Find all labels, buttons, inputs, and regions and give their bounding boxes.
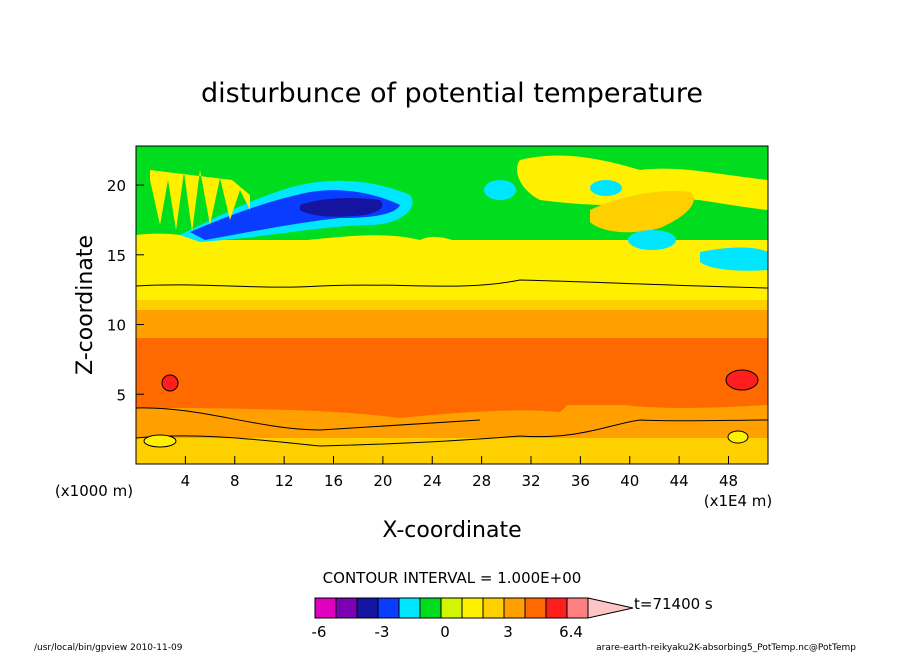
- colorbar-labels: -6 -3 0 3 6.4: [312, 623, 583, 641]
- colorbar-cell: [335, 597, 358, 619]
- colorbar-cell: [482, 597, 505, 619]
- y-tick-label: 20: [107, 177, 126, 195]
- y-axis-ticks: 5 10 15 20: [107, 177, 144, 404]
- colorbar-cell: [440, 597, 463, 619]
- colorbar: [314, 597, 634, 619]
- contour-interval-text: CONTOUR INTERVAL = 1.000E+00: [323, 569, 582, 587]
- colorbar-label: -6: [312, 623, 327, 641]
- colorbar-label: -3: [375, 623, 390, 641]
- y-tick-label: 10: [107, 317, 126, 335]
- colorbar-cell: [524, 597, 547, 619]
- colorbar-cell: [503, 597, 526, 619]
- red-orange-shape: [136, 338, 572, 418]
- colorbar-cell: [566, 597, 589, 619]
- plot-frame: [135, 145, 769, 465]
- x-unit-label: (x1E4 m): [704, 492, 773, 510]
- x-tick-label: 44: [670, 472, 689, 490]
- x-tick-label: 32: [521, 472, 540, 490]
- y-axis-label: Z-coordinate: [73, 235, 98, 375]
- red-orange-right: [613, 339, 768, 409]
- cyan-right: [700, 247, 768, 271]
- time-label: t=71400 s: [634, 595, 713, 613]
- colorbar-cell: [461, 597, 484, 619]
- yellow-low-left: [143, 434, 177, 448]
- wave-tongues: [150, 170, 250, 232]
- red-maximum-right: [725, 369, 759, 391]
- yellow-upper-shape: [136, 233, 768, 300]
- x-tick-label: 16: [324, 472, 343, 490]
- y-tick-label: 5: [116, 386, 126, 404]
- x-tick-label: 4: [181, 472, 191, 490]
- x-tick-label: 40: [620, 472, 639, 490]
- x-tick-label: 24: [423, 472, 442, 490]
- darkblue-minimum: [300, 197, 383, 217]
- lower-contour-line-2: [136, 407, 481, 431]
- cyan-patch: [590, 180, 622, 196]
- footer-right: arare-earth-reikyaku2K-absorbing5_PotTem…: [596, 643, 856, 653]
- cyan-patch-2: [628, 230, 676, 250]
- colorbar-label: 0: [440, 623, 450, 641]
- orange-upper-shape: [136, 312, 768, 338]
- colorbar-cell: [398, 597, 421, 619]
- x-tick-label: 48: [719, 472, 738, 490]
- colorbar-cell: [419, 597, 442, 619]
- x-tick-label: 12: [275, 472, 294, 490]
- colorbar-label: 3: [503, 623, 513, 641]
- plot-area: [135, 145, 769, 465]
- x-axis-ticks: 4 8 12 16 20 24 28 32 36 40 44 48: [181, 456, 738, 490]
- chart-title: disturbunce of potential temperature: [201, 78, 703, 109]
- yellow-low-right: [727, 430, 749, 444]
- colorbar-cell: [314, 597, 337, 619]
- x-tick-label: 28: [472, 472, 491, 490]
- colorbar-triangle: [587, 597, 634, 619]
- x-axis-label: X-coordinate: [382, 518, 521, 543]
- band-1-2-lower: [136, 438, 768, 464]
- y-tick-label: 15: [107, 247, 126, 265]
- footer-left: /usr/local/bin/gpview 2010-11-09: [34, 643, 183, 653]
- y-unit-label: (x1000 m): [55, 482, 133, 500]
- colorbar-label: 6.4: [559, 623, 583, 641]
- colorbar-cell: [356, 597, 379, 619]
- red-maximum-left: [161, 374, 179, 392]
- cyan-patch-3: [484, 180, 516, 200]
- orange-top-right: [590, 190, 694, 233]
- colorbar-cell: [545, 597, 568, 619]
- x-tick-label: 20: [373, 472, 392, 490]
- upper-contour-line: [136, 279, 768, 289]
- x-tick-label: 8: [230, 472, 240, 490]
- lower-contour-line: [136, 419, 768, 447]
- x-tick-label: 36: [571, 472, 590, 490]
- colorbar-cell: [377, 597, 400, 619]
- yellow-top-right: [516, 155, 768, 210]
